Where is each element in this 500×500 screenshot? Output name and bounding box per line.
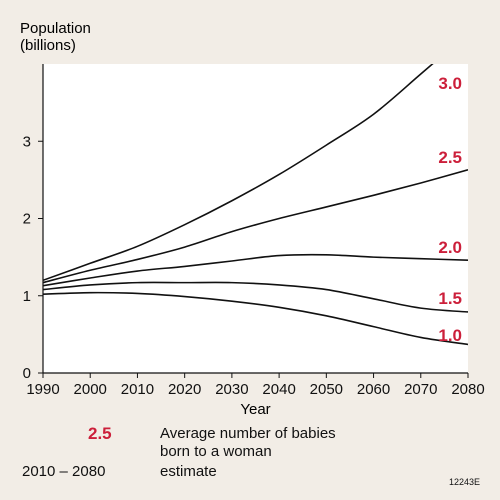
series-label-3.0: 3.0: [438, 74, 462, 93]
series-lines: [43, 64, 468, 346]
series-line-1.0: [43, 291, 468, 346]
x-tick-label: 2030: [215, 381, 248, 398]
x-tick-label: 2070: [404, 381, 437, 398]
legend-key-text-line2: born to a woman: [160, 443, 272, 460]
series-line-2.5: [43, 169, 468, 284]
x-tick-label: 2080: [451, 381, 484, 398]
legend-key-text-line1: Average number of babies: [160, 425, 336, 442]
y-axis-label-line2: (billions): [20, 37, 76, 54]
y-tick-label: 1: [23, 288, 31, 305]
series-label-1.0: 1.0: [438, 326, 462, 345]
y-tick-label: 0: [23, 365, 31, 382]
series-label-2.0: 2.0: [438, 238, 462, 257]
x-tick-label: 2020: [168, 381, 201, 398]
x-tick-label: 2000: [74, 381, 107, 398]
series-line-1.5: [43, 281, 468, 313]
axes: 1990 2000 2010 2020 2030 2040 2050 2060 2070 2080…: [23, 64, 485, 398]
plot-area: [43, 64, 468, 373]
x-tick-label: 2060: [357, 381, 390, 398]
series-label-1.5: 1.5: [438, 289, 462, 308]
legend-key-value: 2.5: [88, 424, 112, 443]
legend-range-label: 2010 – 2080: [22, 463, 106, 480]
legend-key-description: Average number of babies born to a woman: [160, 425, 336, 461]
x-tick-label: 2010: [121, 381, 154, 398]
series-labels: 3.0 2.5 2.0 1.5 1.0: [438, 74, 462, 345]
y-axis-label-line1: Population: [20, 20, 91, 37]
x-tick-label: 2050: [310, 381, 343, 398]
figure-code: 12243E: [448, 477, 480, 487]
series-line-2.0: [43, 253, 468, 287]
x-tick-label: 1990: [26, 381, 59, 398]
series-label-2.5: 2.5: [438, 148, 462, 167]
series-line-3.0: [43, 64, 434, 282]
y-tick-label: 3: [23, 133, 31, 150]
x-axis-label: Year: [240, 401, 270, 418]
x-tick-label: 2040: [262, 381, 295, 398]
y-tick-label: 2: [23, 211, 31, 228]
legend-range-text: estimate: [160, 463, 217, 480]
